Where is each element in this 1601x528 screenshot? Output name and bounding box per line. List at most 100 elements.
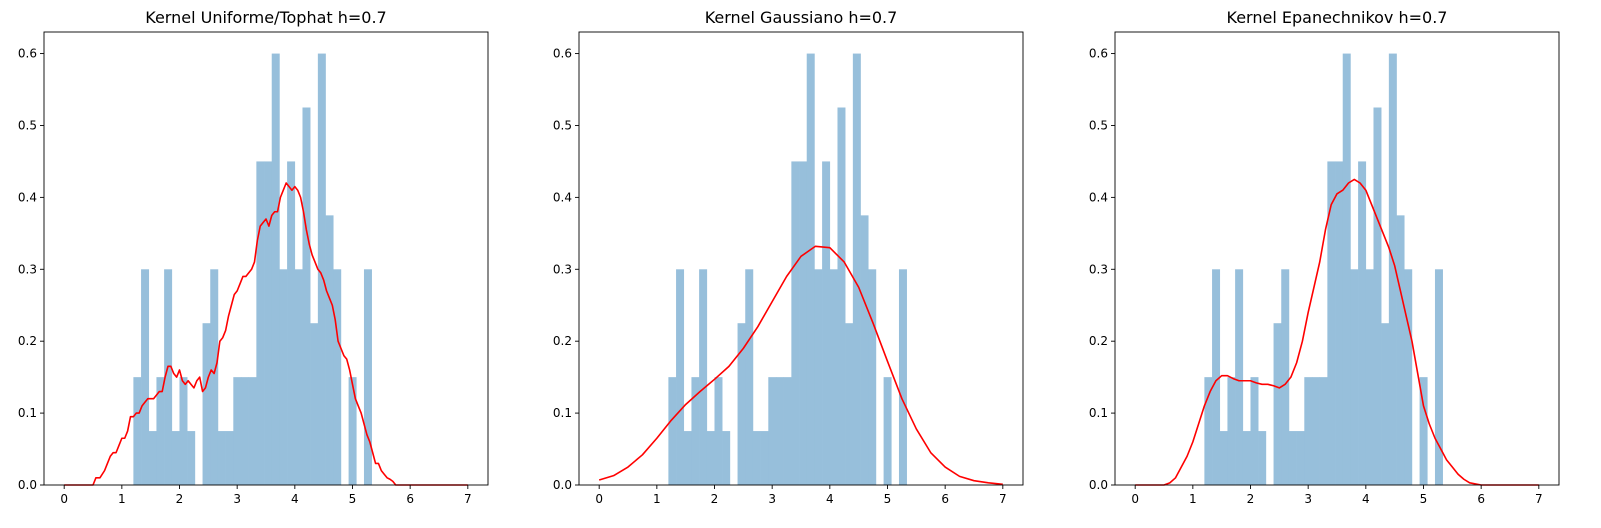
y-tick-label: 0.0 (18, 478, 37, 492)
axes-frame (43, 31, 489, 486)
x-tick-label: 6 (406, 492, 414, 506)
histogram-bar (1335, 161, 1344, 485)
histogram-bar (806, 53, 815, 485)
x-tick-label: 2 (176, 492, 184, 506)
histogram-bar (791, 161, 800, 485)
histogram-bar (1250, 377, 1259, 485)
histogram-bar (783, 377, 792, 485)
histogram-bar (1235, 269, 1244, 485)
histogram-bar (1327, 161, 1336, 485)
histogram-bar (1350, 269, 1359, 485)
histogram-bar (1281, 269, 1290, 485)
histogram-bar (348, 377, 357, 485)
y-tick-label: 0.3 (1089, 262, 1108, 276)
histogram-bar (822, 161, 831, 485)
histogram-bar (883, 377, 892, 485)
histogram-bar (202, 323, 211, 485)
histogram-bar (829, 269, 838, 485)
histogram-bar (1434, 269, 1443, 485)
histogram-bar (1288, 431, 1297, 485)
x-tick-label: 2 (1247, 492, 1255, 506)
y-tick-label: 0.0 (1089, 478, 1108, 492)
histogram-bar (1365, 269, 1374, 485)
chart-panel-1: 0 1 2 3 4 5 6 7 0.0 0.1 0.2 0.3 0.4 0.5 0.6 Kernel Unif… (18, 8, 489, 506)
chart-panel-2: 0 1 2 3 4 5 6 7 0.0 0.1 0.2 0.3 0.4 0.5 0.6 Kernel Gaus… (553, 8, 1024, 506)
histogram-bar (240, 377, 249, 485)
histogram-bar (133, 377, 142, 485)
x-tick-label: 0 (1131, 492, 1139, 506)
histogram-bar (898, 269, 907, 485)
histogram-bar (248, 377, 257, 485)
histogram-bar (860, 215, 869, 486)
y-tick-label: 0.3 (18, 262, 37, 276)
histogram-bar (1381, 323, 1390, 485)
histogram-bar (852, 53, 861, 485)
histogram-bar (799, 161, 808, 485)
x-tick-label: 5 (1420, 492, 1428, 506)
x-tick-label: 3 (1304, 492, 1312, 506)
y-tick-label: 0.4 (18, 190, 37, 204)
histogram-bar (187, 431, 196, 485)
histogram-bar (225, 431, 234, 485)
histogram-bar (279, 269, 288, 485)
histogram-bar (1304, 377, 1313, 485)
histogram-bar (156, 377, 165, 485)
chart-title: Kernel Uniforme/Tophat h=0.7 (145, 8, 386, 27)
histogram-bar (745, 269, 754, 485)
histogram-bar (691, 377, 700, 485)
histogram-bar (1342, 53, 1351, 485)
histogram-bar (683, 431, 692, 485)
histogram-bar (294, 269, 303, 485)
histogram-bar (837, 107, 846, 485)
histogram-bar (141, 269, 150, 485)
histogram-bar (164, 269, 173, 485)
x-tick-label: 7 (999, 492, 1007, 506)
histogram-bar (1219, 431, 1228, 485)
histogram-bar (1373, 107, 1382, 485)
histogram-bar (302, 107, 311, 485)
y-tick-label: 0.1 (18, 406, 37, 420)
histogram-bar (760, 431, 769, 485)
histogram-bar (814, 269, 823, 485)
y-tick-label: 0.3 (553, 262, 572, 276)
y-tick-label: 0.4 (1089, 190, 1108, 204)
chart-panel-3: 0 1 2 3 4 5 6 7 0.0 0.1 0.2 0.3 0.4 0.5 0.6 Kernel Epan… (1089, 8, 1560, 506)
x-tick-label: 3 (233, 492, 241, 506)
histogram-bar (1404, 269, 1413, 485)
x-tick-label: 1 (1189, 492, 1197, 506)
histogram-bar (1396, 215, 1405, 486)
x-tick-label: 0 (60, 492, 68, 506)
x-tick-label: 1 (653, 492, 661, 506)
y-tick-label: 0.4 (553, 190, 572, 204)
histogram-bar (333, 269, 342, 485)
x-tick-label: 2 (711, 492, 719, 506)
y-tick-label: 0.5 (1089, 118, 1108, 132)
histogram-bar (1258, 431, 1267, 485)
x-tick-label: 4 (1362, 492, 1370, 506)
y-tick-label: 0.6 (553, 47, 572, 61)
y-tick-label: 0.0 (553, 478, 572, 492)
histogram-bar (1273, 323, 1282, 485)
histogram-bar (1204, 377, 1213, 485)
y-tick-label: 0.6 (18, 47, 37, 61)
axes-frame (1114, 31, 1560, 486)
histogram-bar (1296, 431, 1305, 485)
histogram-bar (317, 53, 326, 485)
histogram-bar (271, 53, 280, 485)
x-tick-label: 5 (349, 492, 357, 506)
histogram-bar (868, 269, 877, 485)
histogram-bar (264, 161, 273, 485)
histogram-bar (179, 377, 188, 485)
x-tick-label: 7 (1535, 492, 1543, 506)
y-tick-label: 0.5 (18, 118, 37, 132)
histogram-bar (148, 431, 157, 485)
histogram-bar (287, 161, 296, 485)
histogram-bar (1358, 161, 1367, 485)
histogram-bar (171, 431, 180, 485)
x-tick-label: 4 (826, 492, 834, 506)
histogram-bar (737, 323, 746, 485)
histogram-bar (310, 323, 319, 485)
histogram-bar (325, 215, 334, 486)
x-tick-label: 0 (595, 492, 603, 506)
